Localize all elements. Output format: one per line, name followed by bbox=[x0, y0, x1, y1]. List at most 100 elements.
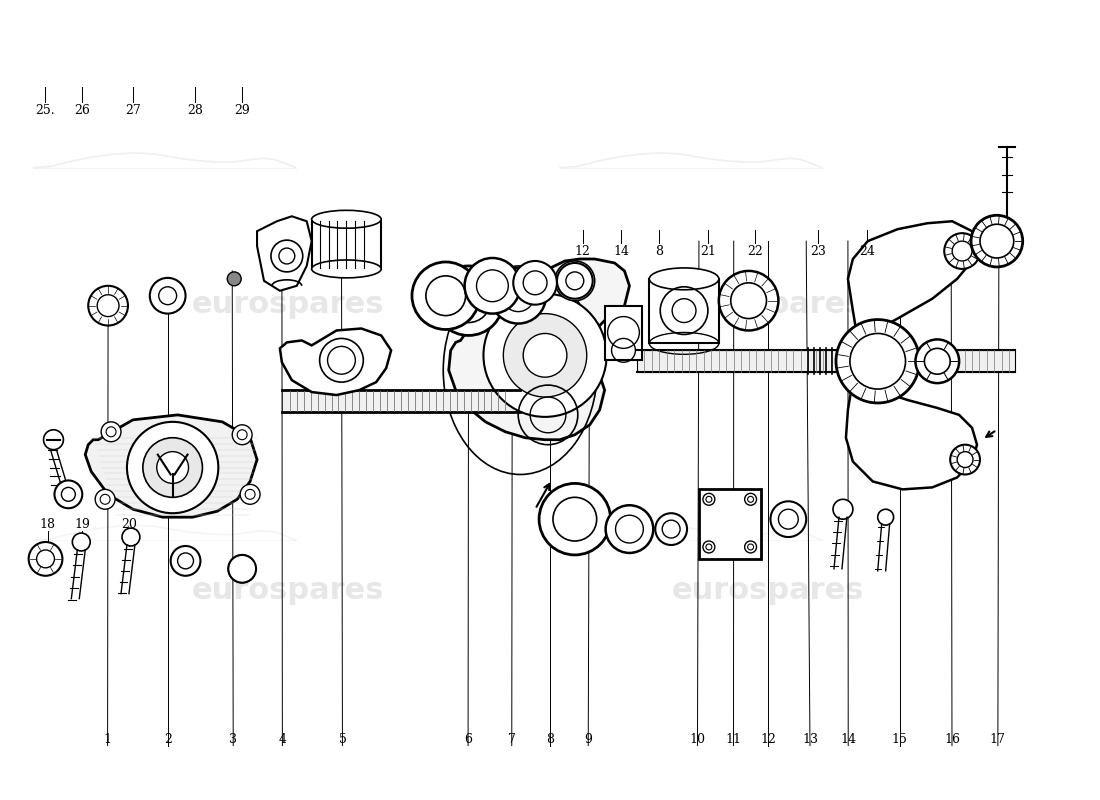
Circle shape bbox=[97, 294, 119, 317]
Circle shape bbox=[556, 261, 595, 301]
Circle shape bbox=[833, 499, 853, 519]
Text: 10: 10 bbox=[690, 733, 705, 746]
Text: eurospares: eurospares bbox=[672, 576, 865, 605]
Text: eurospares: eurospares bbox=[672, 290, 865, 319]
Text: 18: 18 bbox=[40, 518, 55, 531]
Ellipse shape bbox=[649, 268, 718, 290]
Circle shape bbox=[944, 233, 980, 269]
Text: 29: 29 bbox=[234, 105, 250, 118]
Circle shape bbox=[44, 430, 64, 450]
Text: 6: 6 bbox=[464, 733, 472, 746]
Bar bbox=[637, 350, 1014, 372]
Circle shape bbox=[320, 338, 363, 382]
Text: eurospares: eurospares bbox=[191, 290, 384, 319]
Circle shape bbox=[426, 276, 465, 315]
Text: 21: 21 bbox=[701, 245, 716, 258]
Circle shape bbox=[122, 528, 140, 546]
Polygon shape bbox=[848, 222, 977, 341]
Text: eurospares: eurospares bbox=[191, 576, 384, 605]
Circle shape bbox=[703, 494, 715, 506]
Polygon shape bbox=[449, 259, 629, 440]
Circle shape bbox=[36, 550, 55, 568]
Text: 12: 12 bbox=[760, 733, 777, 746]
Circle shape bbox=[836, 319, 920, 403]
Circle shape bbox=[606, 506, 653, 553]
Circle shape bbox=[101, 422, 121, 442]
Polygon shape bbox=[86, 415, 257, 517]
Circle shape bbox=[88, 286, 128, 326]
Text: 20: 20 bbox=[121, 518, 138, 531]
Text: 14: 14 bbox=[613, 245, 629, 258]
Circle shape bbox=[412, 262, 480, 330]
Text: 23: 23 bbox=[810, 245, 826, 258]
Circle shape bbox=[158, 286, 177, 305]
Polygon shape bbox=[279, 329, 392, 395]
Circle shape bbox=[433, 266, 504, 335]
Ellipse shape bbox=[311, 260, 382, 278]
Text: 24: 24 bbox=[859, 245, 874, 258]
Text: 25.: 25. bbox=[35, 105, 55, 118]
Text: 4: 4 bbox=[278, 733, 286, 746]
Text: 16: 16 bbox=[944, 733, 960, 746]
Circle shape bbox=[73, 533, 90, 551]
Text: 11: 11 bbox=[726, 733, 741, 746]
Ellipse shape bbox=[311, 210, 382, 228]
Circle shape bbox=[29, 542, 63, 576]
Circle shape bbox=[950, 445, 980, 474]
Circle shape bbox=[503, 280, 535, 312]
Circle shape bbox=[143, 438, 202, 498]
Circle shape bbox=[229, 555, 256, 582]
Circle shape bbox=[915, 339, 959, 383]
Circle shape bbox=[878, 510, 893, 525]
Circle shape bbox=[557, 263, 593, 298]
Text: 5: 5 bbox=[339, 733, 346, 746]
Circle shape bbox=[232, 425, 252, 445]
Circle shape bbox=[157, 452, 188, 483]
Text: 12: 12 bbox=[575, 245, 591, 258]
Circle shape bbox=[524, 334, 567, 377]
Bar bbox=[311, 219, 382, 269]
Circle shape bbox=[504, 314, 586, 397]
Circle shape bbox=[484, 294, 606, 417]
Text: 14: 14 bbox=[840, 733, 856, 746]
Text: 7: 7 bbox=[508, 733, 516, 746]
Circle shape bbox=[126, 422, 218, 514]
Circle shape bbox=[656, 514, 688, 545]
Circle shape bbox=[770, 502, 806, 537]
Circle shape bbox=[464, 258, 520, 314]
Circle shape bbox=[703, 541, 715, 553]
Circle shape bbox=[55, 481, 82, 508]
Bar bbox=[282, 390, 520, 412]
Circle shape bbox=[96, 490, 115, 510]
Text: 26: 26 bbox=[75, 105, 90, 118]
Text: 13: 13 bbox=[802, 733, 818, 746]
Bar bbox=[649, 279, 718, 343]
Text: 8: 8 bbox=[656, 245, 663, 258]
Text: 9: 9 bbox=[584, 733, 592, 746]
Circle shape bbox=[447, 279, 491, 322]
Circle shape bbox=[539, 483, 610, 555]
Polygon shape bbox=[257, 216, 311, 290]
Text: 19: 19 bbox=[75, 518, 90, 531]
Circle shape bbox=[170, 546, 200, 576]
Circle shape bbox=[491, 268, 546, 323]
Circle shape bbox=[745, 494, 757, 506]
Circle shape bbox=[850, 334, 905, 389]
Circle shape bbox=[745, 541, 757, 553]
Text: 8: 8 bbox=[546, 733, 554, 746]
Text: 22: 22 bbox=[748, 245, 763, 258]
Circle shape bbox=[228, 272, 241, 286]
Circle shape bbox=[718, 271, 779, 330]
Bar bbox=[698, 490, 760, 559]
Text: 2: 2 bbox=[164, 733, 172, 746]
Circle shape bbox=[271, 240, 303, 272]
Circle shape bbox=[240, 485, 260, 504]
Text: 28: 28 bbox=[187, 105, 202, 118]
Circle shape bbox=[150, 278, 186, 314]
Polygon shape bbox=[846, 380, 977, 490]
Text: 3: 3 bbox=[229, 733, 238, 746]
Bar bbox=[605, 306, 642, 360]
Text: 1: 1 bbox=[103, 733, 111, 746]
Circle shape bbox=[971, 215, 1023, 267]
Text: 27: 27 bbox=[124, 105, 141, 118]
